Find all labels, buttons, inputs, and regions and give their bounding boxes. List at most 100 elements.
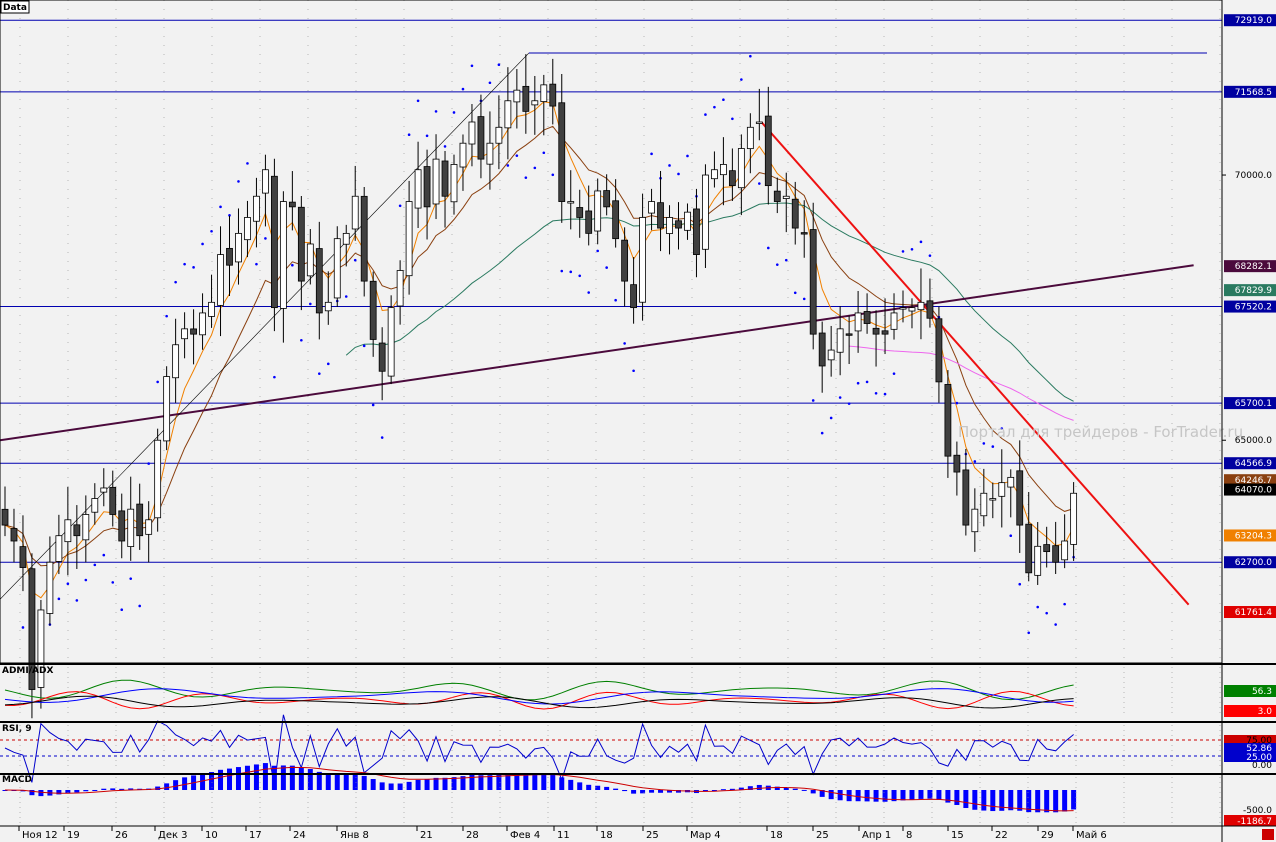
candle-body	[567, 201, 575, 204]
candle-body	[899, 307, 907, 310]
candle-body	[73, 524, 81, 537]
candle-body	[226, 247, 233, 266]
time-axis-label: 25	[646, 830, 659, 841]
macd-bar	[182, 777, 188, 790]
macd-bar	[550, 774, 556, 790]
macd-bar	[289, 765, 295, 790]
time-axis-label: 18	[770, 830, 783, 841]
sar-dot	[524, 176, 528, 179]
macd-bar	[810, 790, 816, 794]
sar-dot	[497, 63, 501, 67]
candle-body	[154, 439, 162, 519]
candle-body	[495, 126, 503, 144]
macd-bar	[541, 773, 547, 790]
sar-dot	[650, 152, 653, 156]
sar-dot	[758, 182, 761, 185]
candle-body	[773, 190, 781, 202]
time-axis-label: 19	[67, 830, 80, 841]
candle-body	[486, 142, 494, 165]
candle-body	[396, 270, 404, 307]
candle-body	[333, 238, 341, 299]
candle-body	[19, 546, 27, 568]
macd-value-tag	[1224, 815, 1276, 826]
trendline-resistance	[760, 121, 1190, 606]
rsi-level-tag	[1224, 743, 1276, 753]
macd-bar	[209, 772, 215, 790]
macd-bar	[981, 790, 987, 811]
macd-bar	[316, 771, 322, 790]
candle-body	[998, 482, 1006, 497]
sar-dot	[380, 436, 384, 439]
sar-dot	[147, 462, 150, 465]
sar-dot	[542, 151, 546, 155]
macd-bar	[900, 790, 906, 801]
candle-body	[324, 301, 332, 312]
macd-bar	[532, 773, 538, 790]
sar-dot	[892, 372, 896, 375]
sar-dot	[722, 98, 725, 102]
sar-dot	[740, 78, 743, 81]
candle-body	[244, 217, 251, 241]
price-tag	[1224, 397, 1276, 410]
adx-value-label: 3.0	[1258, 707, 1273, 717]
candle-body	[459, 142, 467, 168]
candle-body	[971, 508, 979, 533]
macd-bar	[523, 773, 529, 790]
price-tag-label: 71568.5	[1235, 88, 1272, 98]
sar-dot	[120, 608, 124, 611]
macd-indicator-pane[interactable]: -500.0-1186.7	[2, 763, 1276, 827]
candle-body	[432, 158, 440, 205]
macd-bar	[433, 777, 439, 790]
macd-bar	[451, 777, 457, 790]
candle-body	[1007, 476, 1015, 488]
macd-bar	[101, 788, 107, 790]
trendline-support	[0, 264, 1194, 442]
price-tag-label: 64566.9	[1235, 459, 1272, 469]
candle-body	[1043, 544, 1051, 553]
candle-body	[315, 248, 323, 314]
sar-dot	[111, 581, 115, 584]
macd-bar	[559, 777, 565, 790]
macd-bar	[954, 790, 960, 805]
macd-bar	[74, 790, 80, 793]
macd-bar	[568, 779, 574, 790]
sar-dot	[1018, 582, 1022, 586]
candle-body	[1025, 523, 1033, 574]
sar-dot	[326, 362, 330, 366]
sar-dot	[820, 431, 824, 435]
adx-indicator-pane[interactable]: 56.3 3.0	[4, 679, 1276, 717]
macd-bar	[990, 790, 996, 812]
data-button[interactable]	[0, 0, 30, 14]
candle-body	[342, 232, 350, 245]
candle-body	[702, 174, 709, 250]
candle-body	[648, 201, 655, 214]
candle-body	[827, 349, 835, 361]
sar-dot	[201, 242, 204, 246]
macd-bar	[1035, 790, 1041, 813]
candle-body	[989, 498, 997, 501]
candle-body	[270, 175, 278, 309]
macd-bar	[873, 790, 879, 802]
sar-dot	[533, 166, 537, 170]
scroll-corner-button[interactable]	[1262, 829, 1274, 840]
candle-body	[854, 312, 862, 332]
macd-label: MACD	[2, 775, 32, 785]
sar-dot	[811, 399, 815, 402]
candle-body	[558, 102, 566, 202]
macd-bar	[164, 783, 170, 790]
macd-bar	[253, 764, 259, 790]
macd-bar	[262, 763, 268, 790]
macd-bar	[1053, 790, 1059, 813]
candle-body	[351, 195, 359, 230]
rsi-label: RSI, 9	[2, 724, 32, 734]
candle-body	[800, 232, 808, 235]
sar-dot	[452, 111, 456, 114]
sar-dot	[973, 460, 977, 463]
macd-bar	[173, 780, 179, 790]
macd-bar	[1044, 790, 1050, 813]
sar-dot	[865, 380, 869, 384]
macd-bar	[1071, 790, 1077, 810]
sar-dot	[66, 582, 70, 586]
